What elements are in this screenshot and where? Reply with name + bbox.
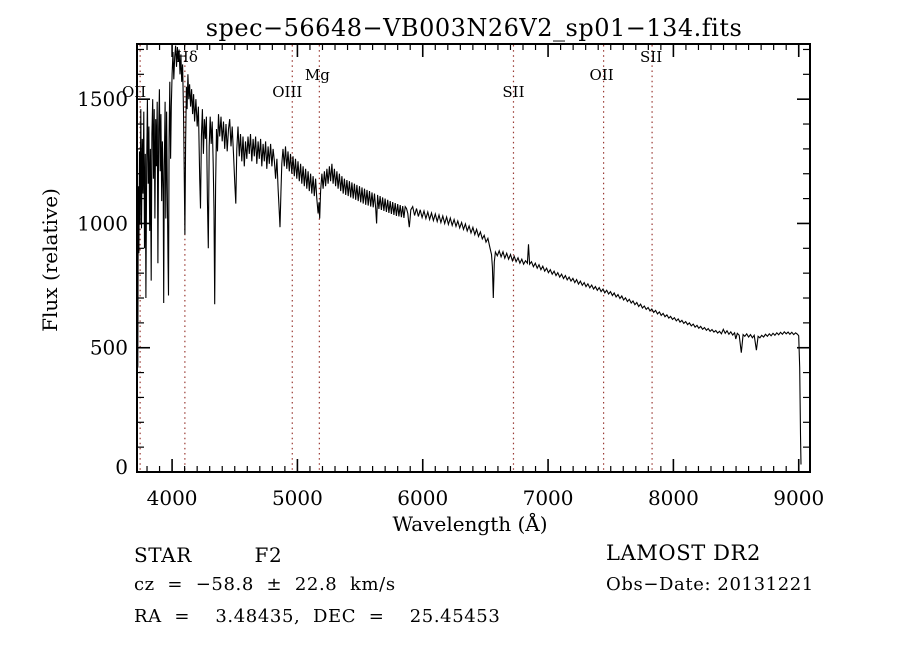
x-tick-label: 7000 xyxy=(523,486,574,510)
x-tick-label: 8000 xyxy=(648,486,699,510)
survey-text: LAMOST DR2 xyxy=(606,541,761,565)
marker-label-oii: OII xyxy=(590,66,614,84)
marker-label-hδ: Hδ xyxy=(176,48,198,66)
spectral-line-markers xyxy=(139,45,653,471)
y-tick-label: 500 xyxy=(90,336,128,360)
marker-label-mg: Mg xyxy=(305,66,330,84)
marker-label-sii: SII xyxy=(640,48,662,66)
axis-ticks xyxy=(137,44,810,472)
marker-label-oii: OII xyxy=(122,83,146,101)
x-tick-label: 6000 xyxy=(397,486,448,510)
spectrum-path xyxy=(136,45,802,465)
chart-title: spec−56648−VB003N26V2_sp01−134.fits xyxy=(206,14,743,42)
x-tick-label: 4000 xyxy=(147,486,198,510)
x-tick-label: 9000 xyxy=(773,486,824,510)
marker-label-sii: SII xyxy=(502,83,524,101)
y-tick-label: 1000 xyxy=(77,211,128,235)
y-tick-label: 0 xyxy=(115,455,128,479)
plot-frame xyxy=(136,43,811,473)
obs-date-text: Obs−Date: 20131221 xyxy=(606,574,814,595)
x-axis-label: Wavelength (Å) xyxy=(392,511,547,536)
cz-text: cz = −58.8 ± 22.8 km/s xyxy=(134,574,396,595)
y-tick-label: 1500 xyxy=(77,87,128,111)
plot-frame-rect xyxy=(136,43,811,473)
y-axis-label: Flux (relative) xyxy=(38,188,62,332)
object-class-text: STAR F2 xyxy=(134,543,283,567)
axis-tick-labels: 4000 5000 6000 7000 8000 9000 0 500 1000 1500 xyxy=(77,87,824,510)
ra-dec-text: RA = 3.48435, DEC = 25.45453 xyxy=(134,606,501,627)
spectrum-trace xyxy=(136,45,802,465)
marker-label-oiii: OIII xyxy=(272,83,302,101)
x-tick-label: 5000 xyxy=(272,486,323,510)
